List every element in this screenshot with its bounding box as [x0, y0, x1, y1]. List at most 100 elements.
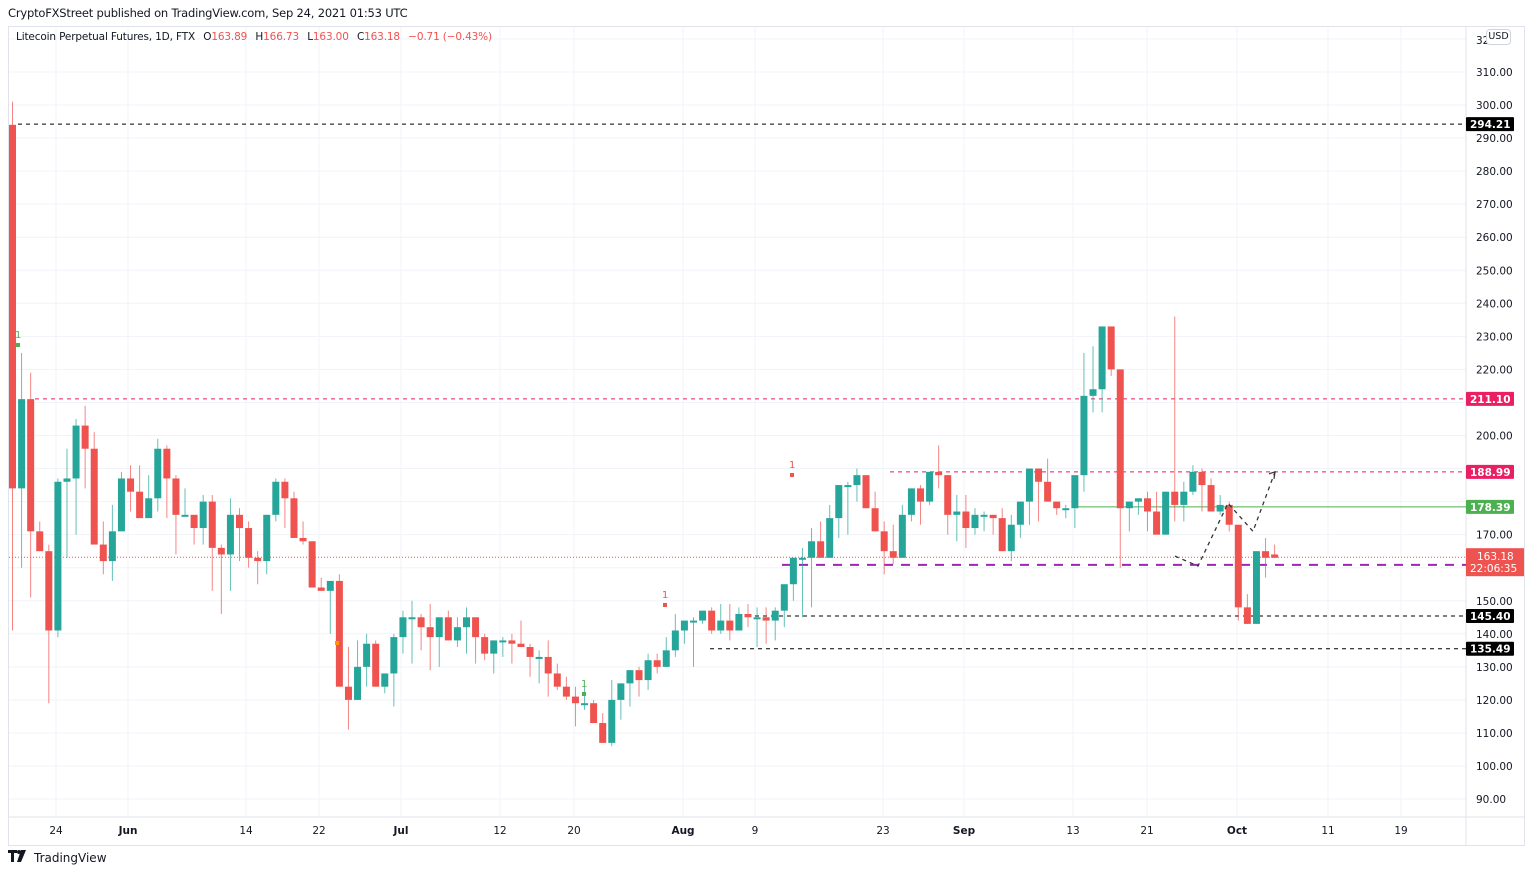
time-tick: 11	[1321, 825, 1334, 837]
candle	[635, 670, 643, 681]
svg-text:211.10: 211.10	[1470, 394, 1511, 406]
candle	[771, 610, 779, 621]
candle	[390, 637, 398, 674]
candle	[717, 620, 725, 631]
candle	[844, 485, 852, 488]
candle	[662, 650, 670, 667]
candle	[871, 508, 879, 532]
candle	[998, 518, 1006, 552]
candle	[907, 488, 915, 515]
ohlc-legend: Litecoin Perpetual Futures, 1D, FTX O163…	[16, 31, 492, 43]
candle	[136, 491, 144, 519]
candle	[935, 471, 943, 476]
price-badge	[1466, 391, 1514, 406]
candle	[1125, 501, 1133, 509]
candle	[1089, 389, 1097, 396]
price-tick: 100.00	[1476, 761, 1513, 773]
time-tick: 24	[49, 825, 63, 837]
candle	[90, 448, 98, 545]
current-price-badge	[1466, 548, 1524, 577]
candle	[9, 124, 16, 489]
candle	[1134, 498, 1142, 502]
candle	[1098, 326, 1106, 390]
chart-frame[interactable]	[8, 26, 1525, 846]
candle	[762, 617, 770, 621]
svg-text:294.21: 294.21	[1470, 119, 1511, 131]
candle	[1153, 511, 1161, 535]
close-label: C	[356, 31, 365, 43]
candle	[699, 610, 707, 621]
open-label: O	[203, 31, 212, 43]
time-tick: Aug	[671, 825, 694, 837]
svg-text:163.18: 163.18	[1477, 551, 1514, 563]
projection-arrow-icon	[1268, 470, 1276, 479]
candle	[217, 547, 225, 555]
projection-path[interactable]	[1174, 471, 1276, 567]
candle	[99, 544, 107, 562]
candle	[653, 660, 661, 667]
candle	[553, 673, 561, 687]
price-badge	[1466, 641, 1514, 656]
candle	[1107, 326, 1115, 370]
price-tick: 310.00	[1476, 67, 1513, 79]
candle	[54, 481, 62, 631]
candle	[290, 498, 298, 538]
candle	[1262, 551, 1270, 558]
candle	[526, 647, 534, 657]
time-tick: Jun	[118, 825, 138, 837]
candle	[145, 498, 153, 519]
change-value: −0.71 (−0.43%)	[408, 31, 492, 43]
candle	[726, 620, 734, 631]
candle	[1053, 501, 1061, 509]
td-marker-icon	[663, 603, 667, 607]
svg-text:145.40: 145.40	[1470, 611, 1511, 623]
price-tick: 290.00	[1476, 133, 1513, 145]
candle	[245, 528, 253, 558]
candle	[208, 501, 216, 548]
candle	[599, 723, 607, 743]
td-marker-icon	[335, 641, 339, 645]
td-count-label: 1	[15, 330, 21, 341]
candle	[708, 610, 716, 631]
td-count-label: 1	[789, 460, 795, 471]
candle	[190, 514, 198, 529]
candle	[508, 640, 516, 644]
candle	[226, 514, 234, 555]
price-tick: 300.00	[1476, 100, 1513, 112]
price-badge	[1466, 499, 1514, 514]
candle	[753, 617, 761, 620]
candle	[535, 656, 543, 659]
time-tick: Sep	[953, 825, 976, 837]
candle	[154, 448, 162, 499]
candle	[236, 514, 243, 529]
candle	[381, 673, 389, 687]
candle	[1007, 524, 1015, 552]
high-value: 166.73	[263, 31, 299, 43]
candle	[671, 630, 679, 651]
candle	[1025, 468, 1033, 502]
candle	[45, 551, 53, 631]
candle	[808, 541, 816, 558]
candle	[644, 660, 652, 681]
candle	[472, 617, 480, 638]
candle	[1116, 369, 1124, 509]
candle	[590, 703, 598, 724]
candle	[898, 514, 906, 558]
candle	[889, 551, 897, 558]
time-tick: Jul	[393, 825, 409, 837]
price-tick: 90.00	[1476, 794, 1506, 806]
candle	[962, 511, 970, 529]
candle	[363, 643, 371, 667]
candle	[1243, 607, 1251, 624]
candle	[544, 656, 552, 674]
candle	[1207, 485, 1215, 512]
candle	[1198, 471, 1206, 486]
candle	[780, 584, 788, 611]
time-tick: 9	[752, 825, 759, 837]
candle	[1035, 468, 1043, 482]
currency-button[interactable]: USD	[1486, 29, 1511, 45]
candle	[481, 637, 489, 654]
price-tick: 240.00	[1476, 298, 1513, 310]
svg-text:135.49: 135.49	[1470, 644, 1511, 656]
